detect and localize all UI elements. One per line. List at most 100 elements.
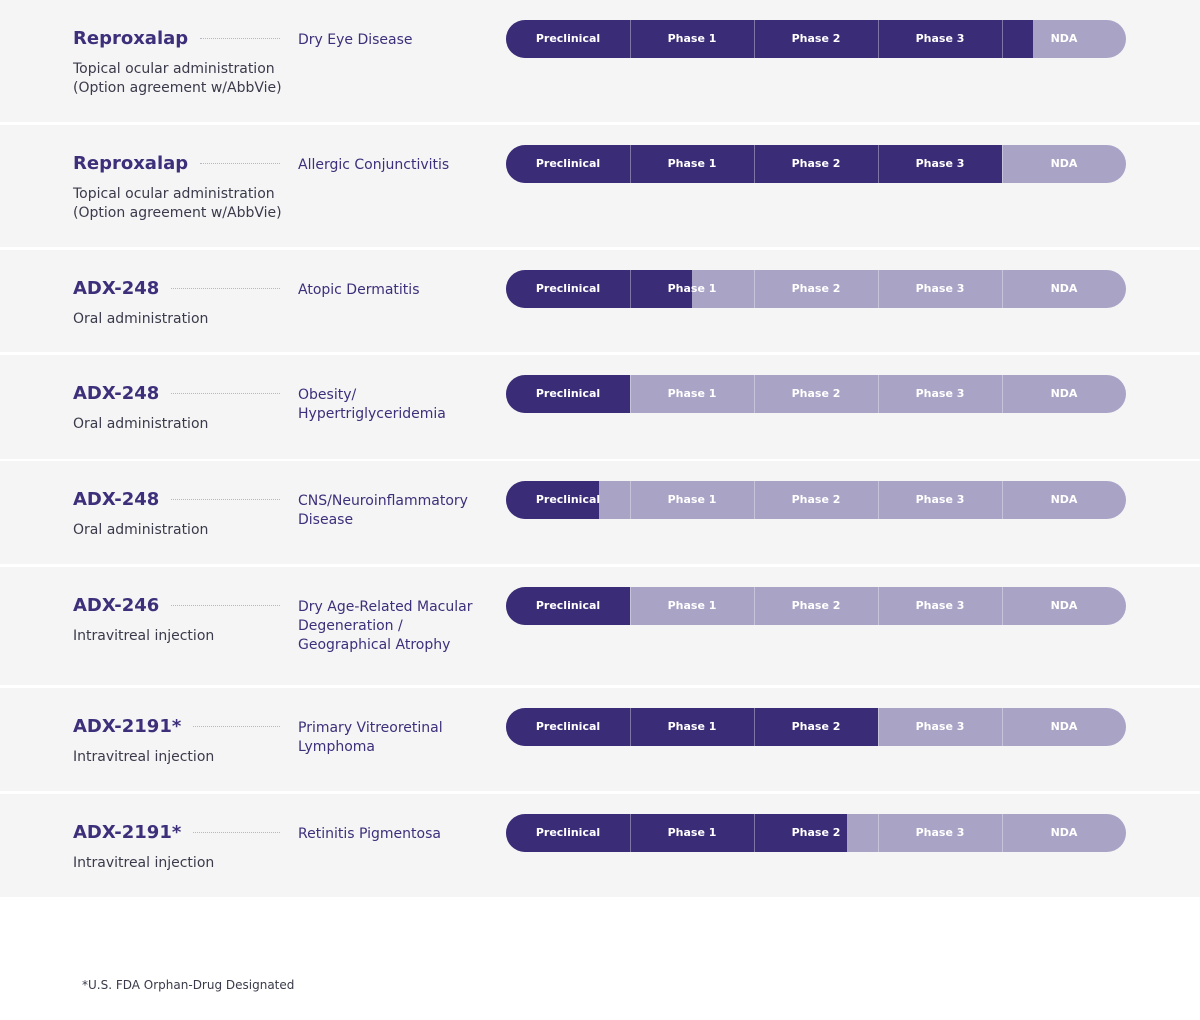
indication-line: Dry Age-Related Macular [298, 599, 473, 615]
route-line: Intravitreal injection [73, 749, 215, 765]
progress-bar: Preclinical Phase 1 Phase 2 Phase 3 NDA [506, 145, 1126, 183]
drug-name: ADX-2191* [73, 716, 280, 737]
pipeline-row: ADX-246 Intravitreal injection Dry Age-Rel… [0, 567, 1200, 685]
drug-label: ADX-248 [73, 489, 160, 510]
stage-divider [630, 587, 631, 625]
leader-dots [200, 163, 280, 164]
stage-divider [1002, 708, 1003, 746]
drug-label: Reproxalap [73, 28, 189, 49]
stage-label: Phase 1 [667, 282, 717, 295]
stage-label: Preclinical [535, 282, 601, 295]
stage-label: Phase 2 [791, 387, 841, 400]
stage-label: NDA [1050, 599, 1078, 612]
stage-label: Phase 1 [667, 599, 717, 612]
stage-label: Phase 2 [791, 282, 841, 295]
pipeline-row: Reproxalap Topical ocular administration (… [0, 0, 1200, 122]
stage-label: NDA [1050, 826, 1078, 839]
stage-label: Phase 3 [915, 157, 965, 170]
indication-line: CNS/Neuroinflammatory [298, 493, 468, 509]
leader-dots [171, 605, 280, 606]
indication: Primary Vitreoretinal Lymphoma [298, 719, 443, 757]
progress-fill [506, 20, 1033, 58]
indication: Dry Eye Disease [298, 31, 413, 50]
pipeline-row: ADX-2191* Intravitreal injection Primary V… [0, 688, 1200, 791]
stage-divider [1002, 20, 1003, 58]
stage-divider [754, 587, 755, 625]
stage-divider [754, 481, 755, 519]
stage-divider [1002, 814, 1003, 852]
indication: Allergic Conjunctivitis [298, 156, 449, 175]
stage-divider [754, 20, 755, 58]
stage-label: Preclinical [535, 387, 601, 400]
route: Intravitreal injection [73, 854, 214, 873]
stage-label: NDA [1050, 282, 1078, 295]
stage-divider [1002, 270, 1003, 308]
pipeline-row: ADX-248 Oral administration Atopic Dermati… [0, 250, 1200, 352]
stage-label: NDA [1050, 387, 1078, 400]
progress-bar: Preclinical Phase 1 Phase 2 Phase 3 NDA [506, 375, 1126, 413]
indication-line: Geographical Atrophy [298, 637, 451, 653]
stage-divider [754, 375, 755, 413]
stage-divider [1002, 145, 1003, 183]
stage-divider [754, 814, 755, 852]
drug-name: Reproxalap [73, 153, 280, 174]
stage-divider [630, 708, 631, 746]
progress-bar: Preclinical Phase 1 Phase 2 Phase 3 NDA [506, 814, 1126, 852]
leader-dots [193, 726, 280, 727]
progress-fill [506, 375, 630, 413]
progress-fill [506, 145, 1002, 183]
indication: Retinitis Pigmentosa [298, 825, 441, 844]
drug-label: ADX-248 [73, 383, 160, 404]
leader-dots [171, 499, 280, 500]
stage-label: Phase 2 [791, 157, 841, 170]
stage-label: Phase 2 [791, 32, 841, 45]
stage-divider [878, 270, 879, 308]
drug-label: Reproxalap [73, 153, 189, 174]
route-line: (Option agreement w/AbbVie) [73, 205, 282, 221]
indication-line: Degeneration / [298, 618, 403, 634]
stage-divider [630, 20, 631, 58]
route-line: Topical ocular administration [73, 61, 275, 77]
drug-name: ADX-246 [73, 595, 280, 616]
drug-label: ADX-2191* [73, 716, 182, 737]
stage-label: NDA [1050, 720, 1078, 733]
leader-dots [193, 832, 280, 833]
drug-name: ADX-2191* [73, 822, 280, 843]
progress-bar: Preclinical Phase 1 Phase 2 Phase 3 NDA [506, 481, 1126, 519]
stage-label: Phase 3 [915, 599, 965, 612]
stage-divider [630, 270, 631, 308]
stage-label: Phase 1 [667, 493, 717, 506]
route-line: Oral administration [73, 311, 209, 327]
indication: Dry Age-Related Macular Degeneration / Geo… [298, 598, 472, 655]
progress-fill [506, 270, 692, 308]
stage-label: Phase 3 [915, 720, 965, 733]
indication-line: Hypertriglyceridemia [298, 406, 446, 422]
pipeline-row: ADX-248 Oral administration Obesity/Hypert… [0, 355, 1200, 459]
stage-label: NDA [1050, 157, 1078, 170]
indication-line: Allergic Conjunctivitis [298, 157, 450, 173]
stage-label: Phase 3 [915, 387, 965, 400]
route: Oral administration [73, 521, 208, 540]
stage-label: Phase 3 [915, 282, 965, 295]
drug-label: ADX-2191* [73, 822, 182, 843]
route: Topical ocular administration (Option agr… [73, 60, 282, 98]
stage-divider [754, 145, 755, 183]
leader-dots [200, 38, 280, 39]
indication-line: Primary Vitreoretinal [298, 720, 443, 736]
route: Intravitreal injection [73, 627, 214, 646]
stage-label: Phase 3 [915, 826, 965, 839]
stage-divider [878, 20, 879, 58]
pipeline-row: ADX-248 Oral administration CNS/Neuroinfla… [0, 461, 1200, 564]
stage-divider [878, 145, 879, 183]
progress-fill [506, 814, 847, 852]
drug-name: ADX-248 [73, 278, 280, 299]
stage-label: Phase 1 [667, 720, 717, 733]
drug-label: ADX-248 [73, 278, 160, 299]
progress-fill [506, 481, 599, 519]
drug-name: ADX-248 [73, 489, 280, 510]
progress-bar: Preclinical Phase 1 Phase 2 Phase 3 NDA [506, 587, 1126, 625]
stage-divider [878, 708, 879, 746]
indication: CNS/Neuroinflammatory Disease [298, 492, 468, 530]
progress-fill [506, 587, 630, 625]
